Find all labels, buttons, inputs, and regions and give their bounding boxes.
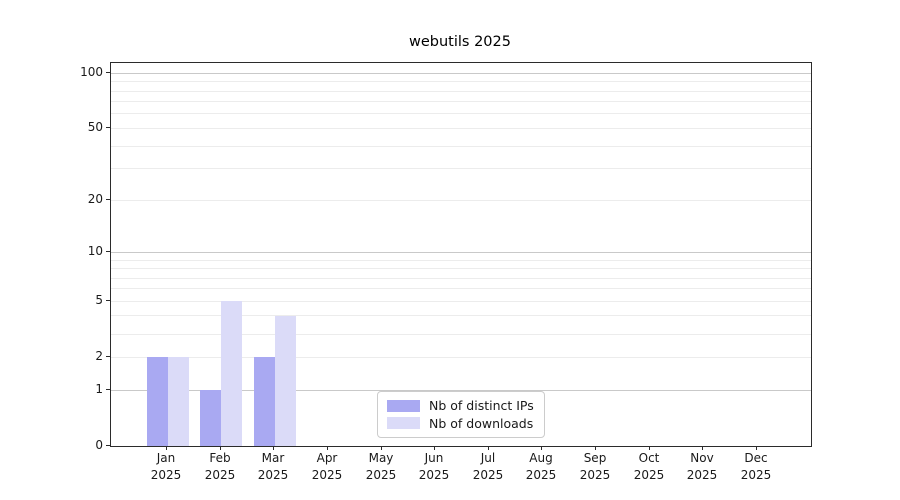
x-tick-mark xyxy=(220,446,221,450)
y-gridline-major xyxy=(111,252,811,253)
legend-item: Nb of distinct IPs xyxy=(387,398,535,413)
x-tick-label: Apr 2025 xyxy=(311,451,343,482)
y-tick-mark xyxy=(106,445,110,446)
y-tick-mark xyxy=(106,389,110,390)
bar-downloads xyxy=(221,301,243,446)
bar-distinct-ips xyxy=(253,357,275,446)
x-tick-mark xyxy=(541,446,542,450)
y-gridline-minor xyxy=(111,128,811,129)
x-tick-label: Jun 2025 xyxy=(418,451,450,482)
x-tick-label: May 2025 xyxy=(365,451,397,482)
bar-distinct-ips xyxy=(146,357,168,446)
y-gridline-minor xyxy=(111,278,811,279)
x-tick-label: Feb 2025 xyxy=(204,451,236,482)
x-tick-label: Sep 2025 xyxy=(579,451,611,482)
legend: Nb of distinct IPs Nb of downloads xyxy=(377,391,545,438)
y-tick-label: 100 xyxy=(80,65,103,79)
y-gridline-minor xyxy=(111,357,811,358)
y-tick-label: 0 xyxy=(95,438,103,452)
bar-distinct-ips xyxy=(200,390,222,446)
x-tick-label: Jul 2025 xyxy=(472,451,504,482)
x-tick-mark xyxy=(702,446,703,450)
y-gridline-minor xyxy=(111,268,811,269)
x-tick-label: Nov 2025 xyxy=(686,451,718,482)
x-tick-mark xyxy=(327,446,328,450)
y-gridline-major xyxy=(111,390,811,391)
y-gridline-minor xyxy=(111,260,811,261)
x-tick-label: Dec 2025 xyxy=(740,451,772,482)
y-gridline-major xyxy=(111,73,811,74)
x-tick-label: Oct 2025 xyxy=(633,451,665,482)
y-gridline-minor xyxy=(111,91,811,92)
x-tick-label: Mar 2025 xyxy=(257,451,289,482)
y-tick-mark xyxy=(106,72,110,73)
bar-downloads xyxy=(167,357,189,446)
y-gridline-minor xyxy=(111,81,811,82)
bar-downloads xyxy=(274,316,296,446)
legend-label: Nb of downloads xyxy=(429,415,534,431)
y-tick-mark xyxy=(106,251,110,252)
y-gridline-minor xyxy=(111,315,811,316)
legend-label: Nb of distinct IPs xyxy=(429,398,534,414)
chart-title: webutils 2025 xyxy=(409,34,511,50)
x-tick-mark xyxy=(273,446,274,450)
x-tick-mark xyxy=(166,446,167,450)
legend-swatch-icon xyxy=(387,417,420,430)
x-tick-mark xyxy=(595,446,596,450)
y-gridline-minor xyxy=(111,113,811,114)
x-tick-label: Jan 2025 xyxy=(150,451,182,482)
y-tick-mark xyxy=(106,127,110,128)
y-tick-mark xyxy=(106,300,110,301)
y-tick-label: 10 xyxy=(87,244,103,258)
y-gridline-minor xyxy=(111,334,811,335)
x-tick-label: Aug 2025 xyxy=(525,451,557,482)
plot-area xyxy=(110,62,812,447)
x-tick-mark xyxy=(434,446,435,450)
y-gridline-minor xyxy=(111,101,811,102)
y-gridline-minor xyxy=(111,301,811,302)
legend-swatch-icon xyxy=(387,399,420,412)
x-tick-mark xyxy=(381,446,382,450)
y-tick-label: 5 xyxy=(95,293,103,307)
y-gridline-minor xyxy=(111,146,811,147)
y-gridline-minor xyxy=(111,288,811,289)
y-tick-label: 2 xyxy=(95,349,103,363)
x-tick-mark xyxy=(756,446,757,450)
y-tick-mark xyxy=(106,356,110,357)
y-tick-mark xyxy=(106,199,110,200)
y-tick-label: 1 xyxy=(95,382,103,396)
x-tick-mark xyxy=(488,446,489,450)
y-gridline-minor xyxy=(111,168,811,169)
legend-item: Nb of downloads xyxy=(387,416,535,431)
y-gridline-minor xyxy=(111,200,811,201)
x-tick-mark xyxy=(649,446,650,450)
y-tick-label: 50 xyxy=(87,120,103,134)
y-tick-label: 20 xyxy=(87,192,103,206)
